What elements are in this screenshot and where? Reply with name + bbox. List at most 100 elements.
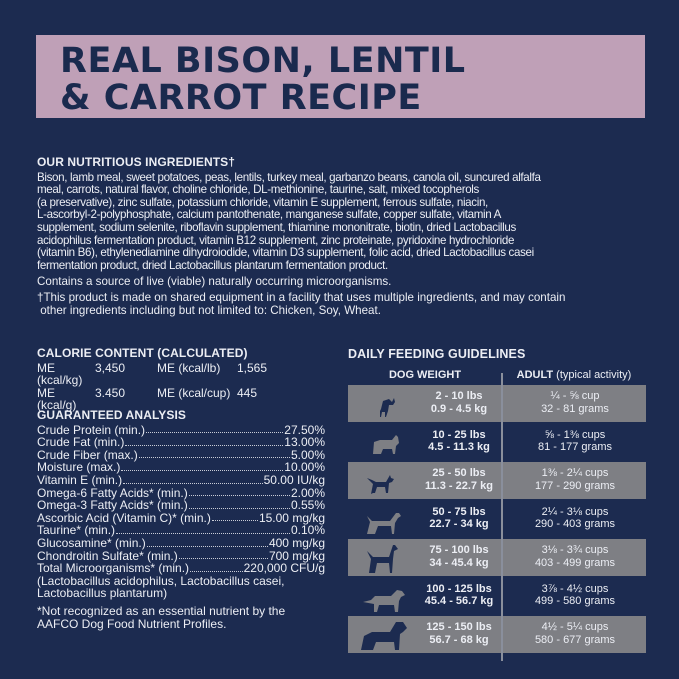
- calorie-value: 1,565: [237, 360, 268, 375]
- analysis-row: Glucosamine* (min.) 400 mg/kg: [37, 537, 325, 550]
- analysis-value: 0.55%: [290, 498, 325, 513]
- analysis-row: Total Microorganisms* (min.) 220,000 CFU/…: [37, 562, 325, 575]
- analysis-row: Crude Fat (min.) 13.00%: [37, 436, 325, 449]
- analysis-value: 220,000 CFU/g: [243, 561, 325, 576]
- analysis-value: 50.00 IU/kg: [263, 472, 325, 487]
- analysis-label: Total Microorganisms* (min.): [37, 561, 190, 576]
- calorie-value: 3,450: [95, 360, 126, 375]
- fluffy-dog-icon: [367, 475, 394, 494]
- col-adult-bold: ADULT: [516, 369, 554, 381]
- dot-leader: [146, 424, 284, 434]
- analysis-label: Crude Fat (min.): [37, 435, 125, 450]
- footnote-line-1: *Not recognized as an essential nutrient…: [37, 603, 286, 618]
- title-line-2: & CARROT RECIPE: [60, 78, 422, 118]
- analysis-value: 700 mg/kg: [268, 548, 325, 563]
- analysis-label: Omega-6 Fatty Acids* (min.): [37, 485, 188, 500]
- weight-lbs: 100 - 125 lbs: [426, 582, 492, 595]
- dot-leader: [123, 474, 263, 484]
- analysis-row: Taurine* (min.) 0.10%: [37, 524, 325, 537]
- analysis-value: 0.10%: [290, 523, 325, 538]
- great-dane-icon: [367, 545, 398, 573]
- calorie-label: ME (kcal/g): [37, 385, 77, 412]
- amount-grams: 580 - 677 grams: [534, 633, 616, 646]
- chihuahua-icon: [380, 398, 395, 417]
- strains-line-1: (Lactobacillus acidophilus, Lactobacillu…: [37, 573, 285, 588]
- weight-lbs: 25 - 50 lbs: [432, 467, 486, 479]
- analysis-label: Ascorbic Acid (Vitamin C)* (min.): [37, 510, 211, 525]
- amount-grams: 290 - 403 grams: [534, 518, 616, 531]
- dot-leader: [121, 461, 284, 471]
- adult-amount: 4½ - 5¼ cups 580 - 677 grams: [504, 621, 646, 647]
- amount-cups: 1⅜ - 2¼ cups: [541, 467, 609, 479]
- dot-leader: [188, 499, 290, 509]
- feeding-column-headers: DOG WEIGHT ADULT (typical activity): [348, 363, 646, 385]
- weight-kg: 56.7 - 68 kg: [429, 633, 489, 646]
- analysis-heading: GUARANTEED ANALYSIS: [37, 408, 187, 422]
- weight-lbs: 10 - 25 lbs: [432, 428, 486, 441]
- col-dog-weight: DOG WEIGHT: [388, 369, 462, 381]
- weight-lbs: 50 - 75 lbs: [432, 505, 486, 518]
- adult-amount: ⅝ - 1⅜ cups 81 - 177 grams: [504, 429, 646, 455]
- analysis-value: 10.00%: [284, 460, 325, 475]
- dot-leader: [116, 524, 290, 534]
- analysis-label: Crude Fiber (max.): [37, 447, 138, 462]
- analysis-value: 5.00%: [290, 447, 325, 462]
- weight-kg: 4.5 - 11.3 kg: [428, 441, 490, 454]
- feeding-row: 2 - 10 lbs 0.9 - 4.5 kg ¼ - ⅝ cup 32 - 81 …: [348, 385, 646, 422]
- ingredient-line: meal, carrots, natural flavor, choline c…: [37, 183, 479, 197]
- facility-note-line-2: other ingredients including but not limi…: [37, 303, 381, 317]
- analysis-value: 2.00%: [290, 485, 325, 500]
- guaranteed-analysis: GUARANTEED ANALYSIS Crude Protein (min.)…: [37, 409, 325, 630]
- amount-cups: 4½ - 5¼ cups: [541, 621, 609, 633]
- facility-note: †This product is made on shared equipmen…: [37, 291, 657, 317]
- weight-kg: 45.4 - 56.7 kg: [424, 595, 494, 608]
- analysis-label: Omega-3 Fatty Acids* (min.): [37, 498, 188, 513]
- feeding-row: 75 - 100 lbs 34 - 45.4 kg 3⅛ - 3¾ cups 403…: [348, 539, 646, 576]
- analysis-value: 13.00%: [284, 435, 325, 450]
- column-divider: [501, 373, 503, 661]
- dot-leader: [138, 449, 290, 459]
- amount-grams: 81 - 177 grams: [538, 441, 612, 454]
- calorie-label: ME (kcal/kg): [37, 360, 83, 387]
- adult-amount: ¼ - ⅝ cup 32 - 81 grams: [504, 390, 646, 416]
- amount-grams: 32 - 81 grams: [541, 402, 609, 415]
- analysis-label: Moisture (max.): [37, 460, 121, 475]
- analysis-value: 400 mg/kg: [268, 535, 325, 550]
- analysis-label: Chondroitin Sulfate* (min.): [37, 548, 178, 563]
- weight-kg: 34 - 45.4 kg: [429, 556, 489, 569]
- calorie-label: ME (kcal/lb): [157, 360, 221, 375]
- feeding-row: 25 - 50 lbs 11.3 - 22.7 kg 1⅜ - 2¼ cups 17…: [348, 462, 646, 499]
- analysis-label: Crude Protein (min.): [37, 422, 146, 437]
- amount-grams: 403 - 499 grams: [534, 556, 616, 569]
- amount-grams: 177 - 290 grams: [534, 479, 616, 492]
- ingredient-line: (a preservative), zinc sulfate, potassiu…: [37, 195, 488, 209]
- medium-dog-icon: [367, 512, 401, 534]
- analysis-row: Ascorbic Acid (Vitamin C)* (min.) 15.00 m…: [37, 512, 325, 525]
- strains-line-2: Lactobacillus plantarum): [37, 586, 168, 601]
- adult-amount: 3⅞ - 4½ cups 499 - 580 grams: [504, 583, 646, 609]
- amount-cups: ⅝ - 1⅜ cups: [544, 428, 606, 441]
- dog-weight: 125 - 150 lbs 56.7 - 68 kg: [416, 621, 502, 647]
- ingredient-line: acidophilus fermentation product, vitami…: [37, 233, 515, 247]
- dog-weight: 100 - 125 lbs 45.4 - 56.7 kg: [416, 583, 502, 609]
- adult-amount: 3⅛ - 3¾ cups 403 - 499 grams: [504, 544, 646, 570]
- ingredient-line: Bison, lamb meal, sweet potatoes, peas, …: [37, 170, 541, 184]
- footnote-line-2: AAFCO Dog Food Nutrient Profiles.: [37, 616, 227, 631]
- large-dog-icon: [363, 589, 405, 612]
- weight-kg: 22.7 - 34 kg: [429, 518, 489, 531]
- amount-cups: ¼ - ⅝ cup: [550, 390, 600, 402]
- dot-leader: [190, 562, 243, 572]
- analysis-label: Vitamin E (min.): [37, 472, 123, 487]
- title-line-1: REAL BISON, LENTIL: [60, 41, 466, 81]
- ingredients-section: OUR NUTRITIOUS INGREDIENTS† Bison, lamb …: [37, 156, 657, 317]
- feeding-row: 100 - 125 lbs 45.4 - 56.7 kg 3⅞ - 4½ cups…: [348, 577, 646, 615]
- weight-lbs: 75 - 100 lbs: [429, 544, 489, 556]
- feeding-row: 10 - 25 lbs 4.5 - 11.3 kg ⅝ - 1⅜ cups 81 -…: [348, 423, 646, 461]
- ingredients-heading: OUR NUTRITIOUS INGREDIENTS†: [37, 155, 236, 169]
- dog-weight: 25 - 50 lbs 11.3 - 22.7 kg: [416, 467, 502, 493]
- feeding-row: 125 - 150 lbs 56.7 - 68 kg 4½ - 5¼ cups 58…: [348, 616, 646, 653]
- amount-cups: 3⅛ - 3¾ cups: [541, 544, 609, 556]
- ingredient-line: (vitamin B6), ethylenediamine dihydroiod…: [37, 246, 534, 260]
- dog-weight: 2 - 10 lbs 0.9 - 4.5 kg: [416, 390, 502, 416]
- small-dog-icon: [373, 434, 399, 454]
